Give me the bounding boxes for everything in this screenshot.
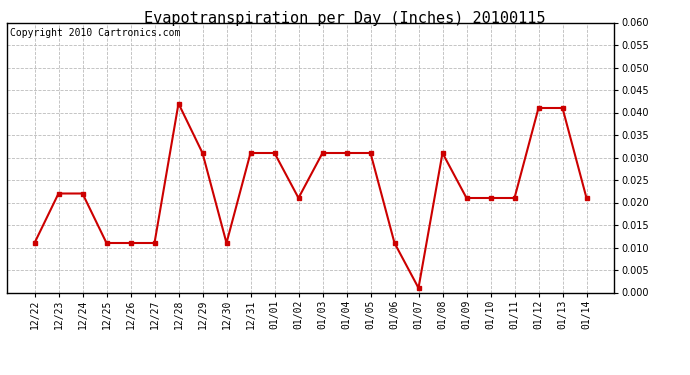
Text: Copyright 2010 Cartronics.com: Copyright 2010 Cartronics.com: [10, 28, 180, 38]
Text: Evapotranspiration per Day (Inches) 20100115: Evapotranspiration per Day (Inches) 2010…: [144, 11, 546, 26]
